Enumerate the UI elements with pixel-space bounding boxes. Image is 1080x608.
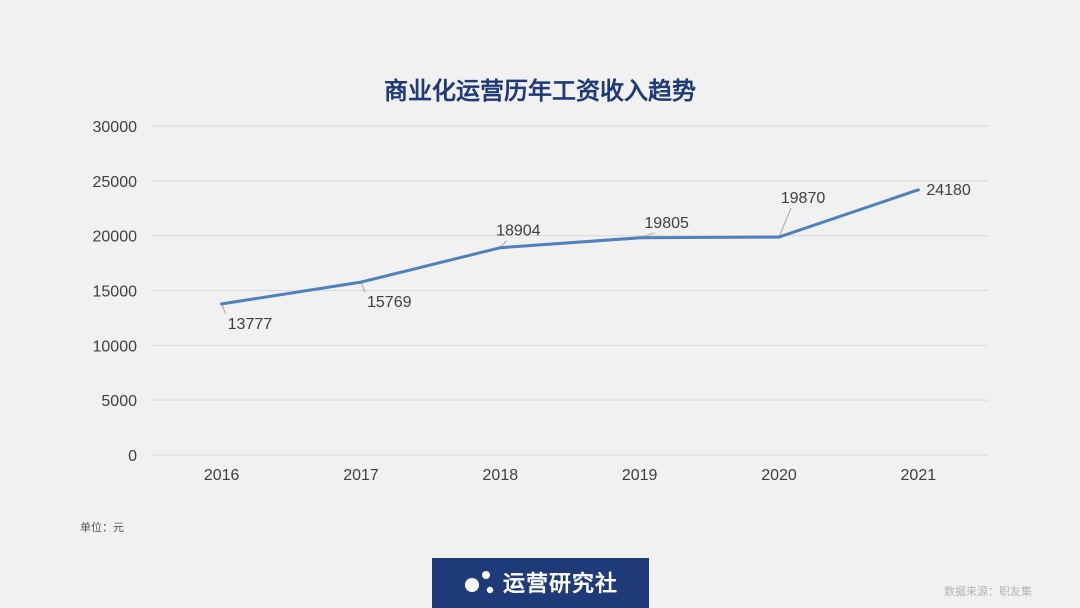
y-tick-label: 0 [128, 448, 137, 465]
data-label-leader [360, 281, 366, 293]
y-tick-label: 25000 [93, 174, 138, 191]
data-point [638, 236, 642, 240]
x-tick-label: 2020 [761, 467, 797, 484]
data-label-leader [221, 303, 227, 315]
x-tick-label: 2021 [901, 467, 937, 484]
y-tick-label: 20000 [93, 229, 138, 246]
data-label: 13777 [228, 316, 273, 333]
y-tick-label: 30000 [93, 119, 138, 136]
data-point [359, 280, 363, 284]
y-tick-label: 10000 [93, 338, 138, 355]
y-axis-ticks: 0 5000 10000 15000 20000 25000 30000 [93, 119, 138, 465]
x-tick-label: 2016 [204, 467, 240, 484]
series-layer [220, 188, 920, 306]
data-label: 18904 [496, 223, 541, 240]
chart-title: 商业化运营历年工资收入趋势 [384, 77, 696, 105]
y-tick-label: 15000 [93, 284, 138, 301]
unit-note: 单位：元 [80, 521, 124, 534]
data-point [777, 235, 781, 239]
data-label: 15769 [367, 294, 412, 311]
x-tick-label: 2017 [343, 467, 379, 484]
data-label: 24180 [926, 182, 971, 199]
x-axis-ticks: 2016 2017 2018 2019 2020 2021 [204, 467, 936, 484]
data-point [916, 188, 920, 192]
brand-footer: 运营研究社 [432, 558, 649, 608]
y-tick-label: 5000 [101, 393, 137, 410]
data-point [498, 246, 502, 250]
data-label-leader [778, 207, 792, 238]
brand-name: 运营研究社 [502, 572, 618, 597]
data-label: 19805 [644, 215, 689, 232]
data-label: 19870 [781, 190, 826, 207]
data-point [220, 302, 224, 306]
x-tick-label: 2019 [622, 467, 658, 484]
brand-logo-icon [464, 571, 494, 594]
data-labels: 13777 15769 18904 19805 19870 24180 [228, 182, 971, 333]
series-line [220, 188, 920, 306]
x-tick-label: 2018 [483, 467, 519, 484]
source-note: 数据来源：职友集 [944, 585, 1032, 598]
gridlines [152, 125, 988, 456]
